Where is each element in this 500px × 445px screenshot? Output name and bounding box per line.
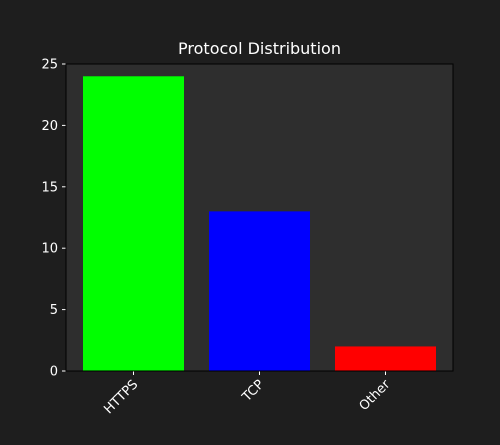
- chart-title: Protocol Distribution: [178, 39, 341, 58]
- y-tick-label: 0: [50, 365, 58, 380]
- y-tick-label: 20: [41, 119, 58, 134]
- bar-tcp: [209, 211, 310, 371]
- bar-https: [83, 76, 184, 371]
- y-tick-label: 15: [41, 180, 58, 195]
- y-tick-label: 25: [41, 58, 58, 73]
- x-tick-label-https: HTTPS: [101, 377, 141, 417]
- x-tick-label-other: Other: [357, 377, 394, 414]
- y-tick-label: 5: [50, 303, 58, 318]
- y-tick-label: 10: [41, 242, 58, 257]
- x-tick-label-tcp: TCP: [239, 377, 267, 405]
- bar-other: [335, 346, 436, 371]
- y-axis: 0 5 10 15 20 25: [41, 58, 66, 380]
- plot-frame: [65, 63, 454, 372]
- x-axis: HTTPS TCP Other: [101, 371, 394, 417]
- bars-group: [83, 76, 436, 371]
